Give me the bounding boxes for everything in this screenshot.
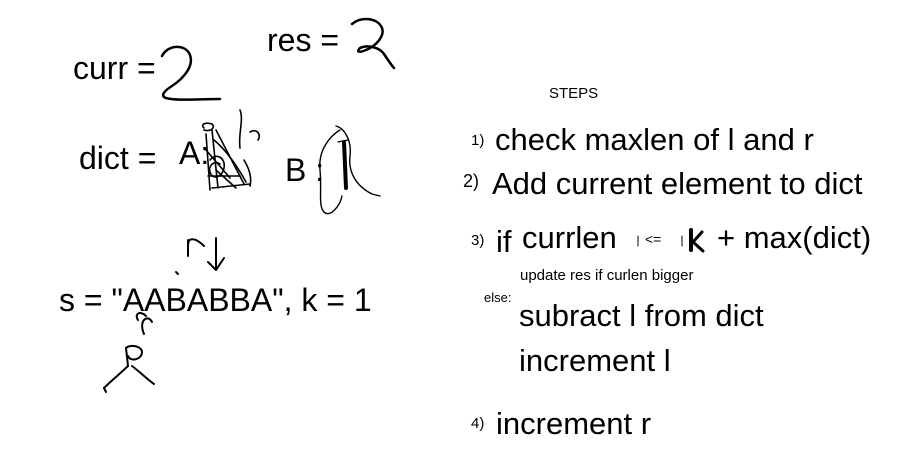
step-3-else-line-1: subract l from dict xyxy=(519,298,764,333)
step-3-currlen: currlen xyxy=(522,220,617,255)
curr-value-scribble xyxy=(160,45,222,101)
dict-label: dict = xyxy=(79,140,157,176)
step-3-else: else: xyxy=(484,290,512,305)
step-1-text: check maxlen of l and r xyxy=(495,122,814,157)
step-3-else-line-2: increment l xyxy=(519,343,671,378)
res-value-scribble xyxy=(350,17,396,70)
step-3-operator: <= xyxy=(645,231,662,247)
dict-b-label: B : xyxy=(285,152,325,188)
dict-b-count-scribble xyxy=(319,125,381,215)
step-1-number: 1) xyxy=(471,132,485,149)
step-3-number: 3) xyxy=(471,232,485,249)
step-3-max-dict: + max(dict) xyxy=(717,220,872,255)
steps-heading: STEPS xyxy=(549,85,599,102)
res-label: res = xyxy=(267,22,340,58)
string-and-k: s = "AABABBA", k = 1 xyxy=(59,282,372,318)
dict-a-count-scribble xyxy=(201,109,261,191)
k-handwritten-arm xyxy=(691,230,705,253)
r-pointer xyxy=(175,237,225,275)
step-4-number: 4) xyxy=(471,415,485,432)
step-4-text: increment r xyxy=(496,406,652,441)
op-frame xyxy=(637,235,683,247)
l-pointer xyxy=(103,312,155,393)
step-3-if: if xyxy=(496,224,512,259)
step-3-update-note: update res if curlen bigger xyxy=(520,267,694,284)
step-2-number: 2) xyxy=(463,171,480,191)
step-2-text: Add current element to dict xyxy=(492,166,863,201)
dict-a-label: A: xyxy=(179,135,210,171)
curr-label: curr = xyxy=(73,50,156,86)
